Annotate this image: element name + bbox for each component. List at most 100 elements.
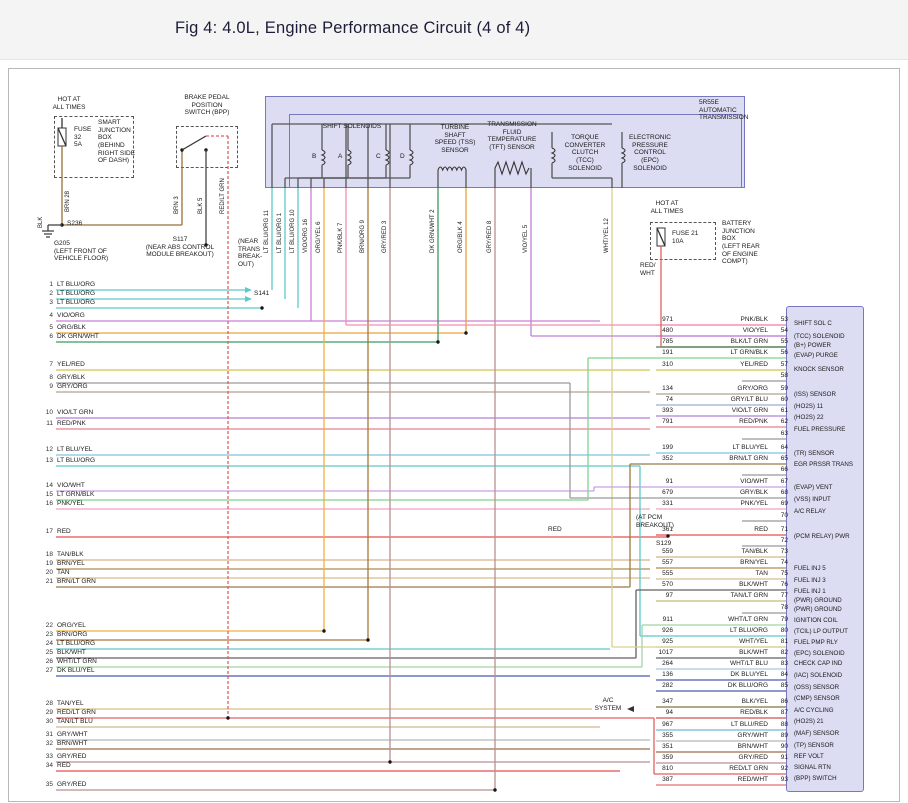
vertical-wire-label: LT BLU/ORG 1 [277,212,283,253]
row-number: 18 [45,551,53,558]
pin-number: 78 [780,604,788,611]
smart-junction-box [54,116,134,178]
row-number: 23 [45,631,53,638]
pcm-pin-row: 785 BLK/LT GRN 55 [648,338,788,345]
red-wire-m-label: RED [548,526,562,533]
pcm-pin-row: 70 [648,512,788,519]
pcm-function-label: (PWR) GROUND [794,597,842,604]
wire-color-label: RED/LT GRN [729,765,768,772]
left-wire-row: 26 WHT/LT GRN [40,658,97,665]
pin-number: 58 [780,372,788,379]
solenoid-letter: C [376,153,381,160]
pin-number: 53 [780,316,788,323]
pcm-pin-row: 555 TAN 75 [648,570,788,577]
row-number: 9 [49,383,53,390]
vertical-wire-label: DK GRN/WHT 2 [430,209,436,253]
wire-color-label: GRY/LT BLU [730,396,768,403]
wire-color-label: GRY/ORG [737,385,768,392]
pcm-pin-row: 91 VIO/WHT 67 [648,478,788,485]
wire-color-label: LT GRN/BLK [730,349,768,356]
wire-color-label: WHT/LT GRN [57,658,97,665]
row-number: 6 [49,333,53,340]
pcm-pin-row: 94 RED/BLK 87 [648,709,788,716]
shift-solenoids-label: SHIFT SOLENOIDS [322,123,382,130]
circuit-number [648,604,678,611]
left-wire-row: 24 LT BLU/ORG [40,640,95,647]
circuit-number: 351 [662,743,673,750]
wire-color-label: DK BLU/YEL [57,667,95,674]
row-number: 11 [46,420,53,427]
pcm-pin-row: 66 [648,466,788,473]
pin-number: 90 [780,743,788,750]
row-number: 19 [45,560,53,567]
wire-color-label [678,430,774,437]
row-number: 32 [45,740,53,747]
pin-number: 81 [780,638,788,645]
wire-color-label: GRY/ORG [57,383,88,390]
pcm-function-label: (OSS) SENSOR [794,684,840,691]
circuit-number [648,372,678,379]
pin-number: 68 [780,489,788,496]
tft-sensor-label: TRANSMISSION FLUID TEMPERATURE (TFT) SEN… [487,121,537,151]
circuit-number [648,512,678,519]
pcm-function-label: (EVAP) PURGE [794,352,838,359]
row-number: 24 [45,640,53,647]
circuit-number: 191 [662,349,673,356]
wire-color-label: RED [57,528,71,535]
pin-number: 79 [780,616,788,623]
wire-color-label: GRY/WHT [57,731,88,738]
wire-color-label: PNK/BLK [740,316,768,323]
wire-color-label: BRN/ORG [57,631,88,638]
wire-color-label: LT BLU/ORG [57,299,96,306]
pcm-function-label: (TR) SENSOR [794,450,835,457]
pin-number: 63 [780,430,788,437]
wire-color-label: BRN/WHT [737,743,768,750]
pin-number: 64 [780,444,788,451]
circuit-number: 352 [662,455,673,462]
wire-color-label: RED [57,762,71,769]
left-wire-row: 28 TAN/YEL [40,700,84,707]
left-wire-row: 3 LT BLU/ORG [40,299,95,306]
left-wire-row: 27 DK BLU/YEL [40,667,95,674]
pcm-pin-row: 557 BRN/YEL 74 [648,559,788,566]
pcm-pin-row: 679 GRY/BLK 68 [648,489,788,496]
left-wire-row: 25 BLK/WHT [40,649,86,656]
wire-color-label: BRN/YEL [57,560,85,567]
wire-color-label: TAN/BLK [741,548,768,555]
pcm-function-label: SIGNAL RTN [794,764,831,771]
circuit-number: 359 [662,754,673,761]
wire-color-label: LT BLU/ORG [57,290,96,297]
pcm-function-label: (MAF) SENSOR [794,730,840,737]
left-wire-row: 2 LT BLU/ORG [40,290,95,297]
wire-color-label: BLK/WHT [57,649,86,656]
pcm-function-label: (PWR) GROUND [794,606,842,613]
pcm-function-label: (EPC) SOLENOID [794,650,845,657]
wire-color-label [678,372,774,379]
pin-number: 54 [780,327,788,334]
wire-color-label: BLK/LT GRN [730,338,768,345]
row-number: 27 [45,667,53,674]
pcm-function-label: (CMP) SENSOR [794,695,840,702]
wire-color-label: WHT/LT BLU [729,660,768,667]
pin-number: 82 [780,649,788,656]
wire-color-label: WHT/YEL [739,638,768,645]
pcm-pin-row: 331 PNK/YEL 69 [648,500,788,507]
row-number: 20 [45,569,53,576]
pcm-pin-row: 136 DK BLU/YEL 84 [648,671,788,678]
pcm-function-label: (PCM RELAY) PWR [794,533,850,540]
wire-color-label: DK GRN/WHT [57,333,99,340]
row-number: 13 [45,457,53,464]
wire-color-label: VIO/YEL [742,327,768,334]
pin-number: 56 [780,349,788,356]
pcm-pin-row: 359 GRY/RED 91 [648,754,788,761]
left-wire-row: 15 LT GRN/BLK [40,491,95,498]
pcm-pin-row: 191 LT GRN/BLK 56 [648,349,788,356]
pcm-pin-row: 361 RED 71 [648,526,788,533]
wire-color-label [678,604,774,611]
pcm-function-label: IGNITION COIL [794,617,838,624]
circuit-number: 555 [662,570,673,577]
vertical-wire-label: LT BLU/ORG 11 [264,209,270,253]
wire-color-label: LT BLU/RED [731,721,768,728]
pcm-pin-row: 559 TAN/BLK 73 [648,548,788,555]
pcm-function-label: FUEL INJ 5 [794,565,826,572]
